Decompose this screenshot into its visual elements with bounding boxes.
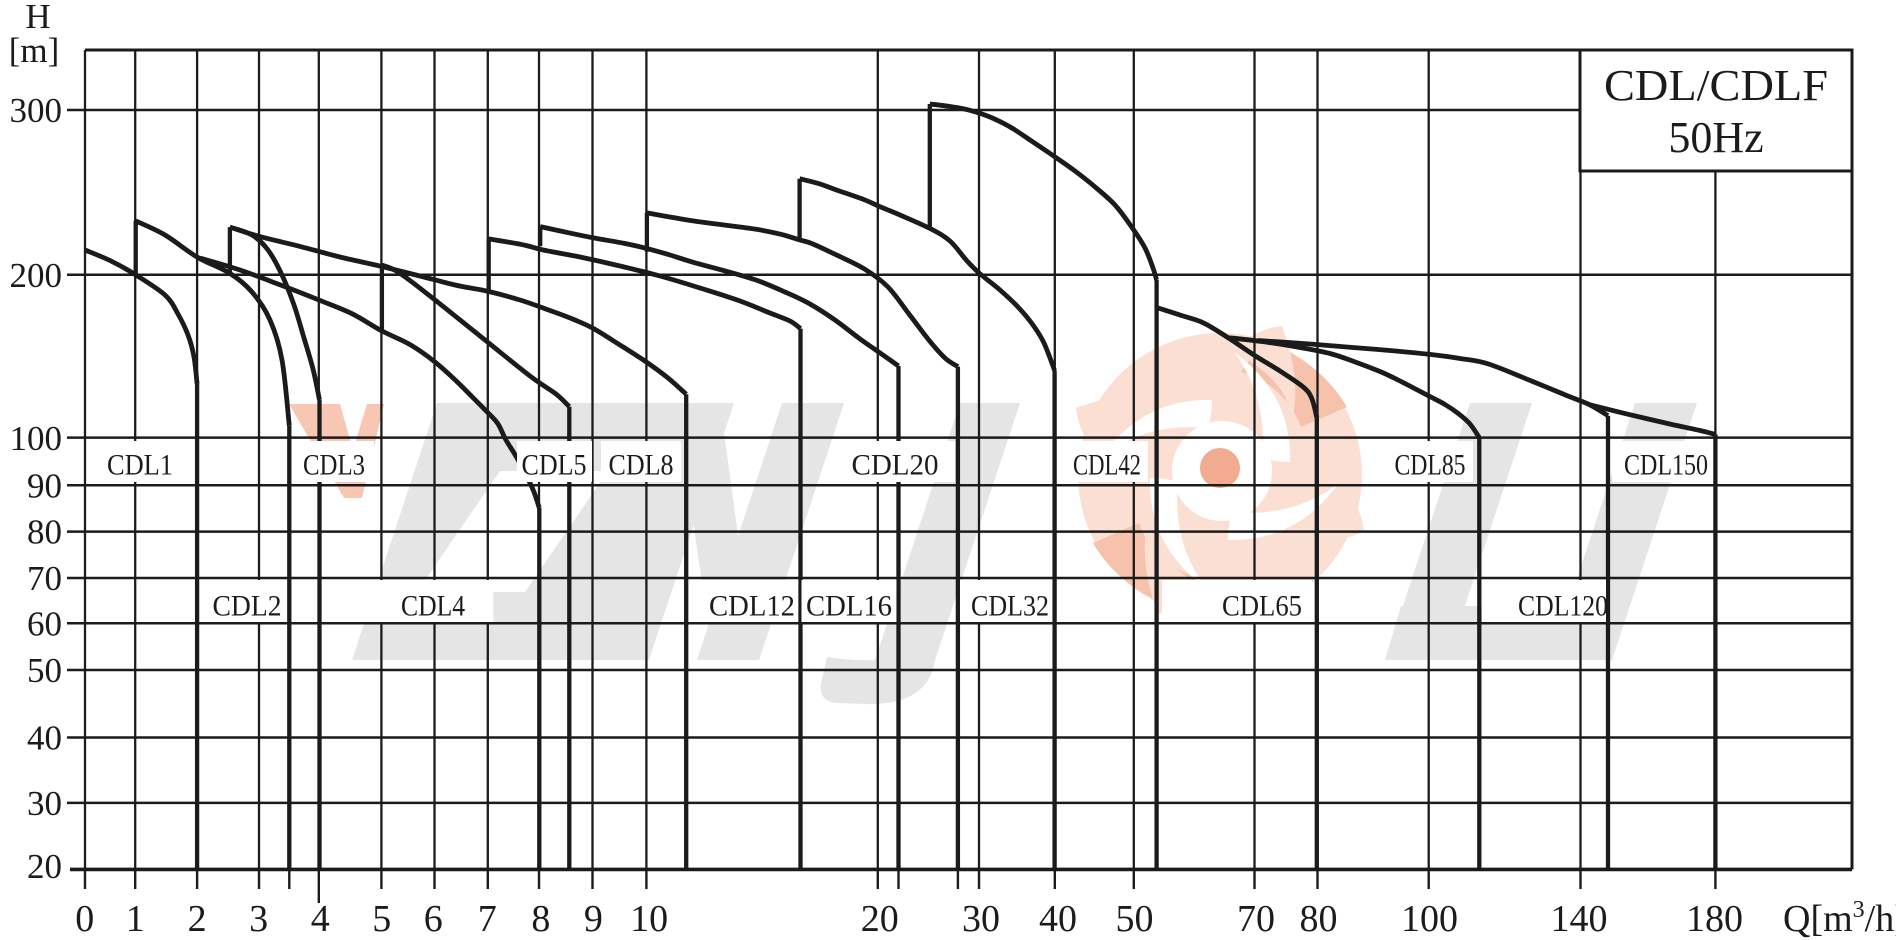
svg-text:CDL65: CDL65 (1222, 590, 1302, 623)
svg-text:140: 140 (1551, 898, 1608, 940)
svg-text:4: 4 (311, 898, 330, 940)
svg-text:2: 2 (188, 898, 207, 940)
svg-text:CDL20: CDL20 (852, 449, 939, 482)
svg-text:Q[m3/h]: Q[m3/h] (1783, 897, 1896, 940)
svg-text:50: 50 (27, 651, 62, 690)
svg-text:1: 1 (126, 898, 145, 940)
svg-text:180: 180 (1686, 898, 1743, 940)
svg-text:30: 30 (27, 784, 62, 823)
svg-text:CDL32: CDL32 (971, 590, 1049, 623)
svg-text:0: 0 (75, 898, 94, 940)
svg-text:80: 80 (27, 513, 62, 552)
svg-text:70: 70 (27, 559, 62, 598)
svg-text:CDL4: CDL4 (401, 590, 465, 623)
svg-text:9: 9 (584, 898, 603, 940)
svg-text:CDL/CDLF: CDL/CDLF (1604, 61, 1828, 110)
svg-text:CDL8: CDL8 (609, 449, 674, 482)
svg-text:40: 40 (27, 719, 62, 758)
svg-text:10: 10 (630, 898, 668, 940)
svg-text:50Hz: 50Hz (1668, 113, 1763, 162)
svg-text:CDL150: CDL150 (1624, 449, 1708, 482)
svg-text:90: 90 (27, 466, 62, 505)
svg-text:200: 200 (10, 256, 63, 295)
svg-text:80: 80 (1300, 898, 1338, 940)
svg-text:CDL5: CDL5 (522, 449, 587, 482)
svg-text:30: 30 (962, 898, 1000, 940)
svg-text:100: 100 (10, 419, 63, 458)
svg-text:CDL1: CDL1 (107, 449, 173, 482)
svg-text:20: 20 (861, 898, 899, 940)
svg-text:CDL3: CDL3 (303, 449, 365, 482)
svg-text:300: 300 (10, 91, 63, 130)
svg-text:H: H (25, 0, 50, 36)
svg-text:40: 40 (1039, 898, 1077, 940)
svg-text:100: 100 (1401, 898, 1458, 940)
svg-text:5: 5 (372, 898, 391, 940)
svg-text:20: 20 (27, 847, 62, 886)
svg-text:7: 7 (478, 898, 497, 940)
svg-text:8: 8 (531, 898, 550, 940)
svg-text:CDL42: CDL42 (1073, 449, 1141, 482)
svg-text:CDL16: CDL16 (806, 590, 892, 623)
svg-text:CDL85: CDL85 (1395, 449, 1466, 482)
svg-text:CDL2: CDL2 (213, 590, 282, 623)
svg-text:CDL120: CDL120 (1518, 590, 1608, 623)
svg-text:6: 6 (424, 898, 443, 940)
svg-text:50: 50 (1116, 898, 1154, 940)
svg-text:[m]: [m] (9, 31, 60, 70)
svg-text:CDL12: CDL12 (709, 590, 795, 623)
svg-text:70: 70 (1237, 898, 1275, 940)
svg-text:60: 60 (27, 604, 62, 643)
svg-text:3: 3 (249, 898, 268, 940)
